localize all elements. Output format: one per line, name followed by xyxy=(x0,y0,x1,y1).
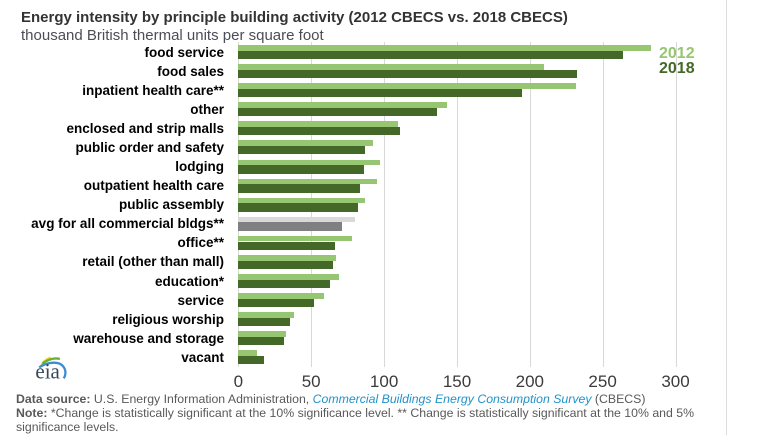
svg-text:eia: eia xyxy=(35,359,60,384)
